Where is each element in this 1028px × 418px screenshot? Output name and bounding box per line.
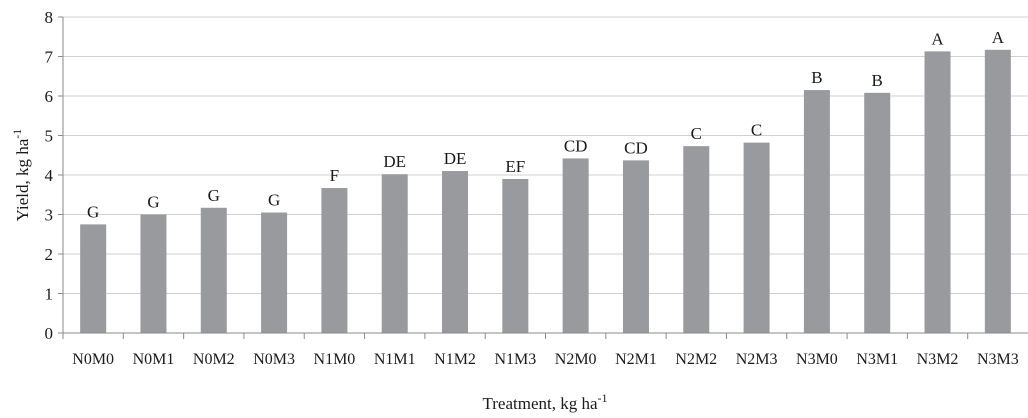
bar-data-label: B — [811, 68, 822, 87]
x-tick-label: N1M2 — [434, 351, 476, 368]
x-tick-label: N2M1 — [615, 351, 657, 368]
y-tick-label: 3 — [45, 206, 54, 225]
bar — [80, 224, 107, 333]
bar — [261, 212, 288, 333]
x-tick-label: N1M0 — [314, 351, 356, 368]
bar-data-label: EF — [505, 157, 525, 176]
bar-data-label: A — [931, 29, 944, 48]
bar — [984, 49, 1011, 333]
bar — [381, 174, 408, 333]
bar — [442, 171, 469, 333]
bar-data-label: F — [330, 166, 339, 185]
bar-data-label: G — [268, 191, 280, 210]
bar — [803, 90, 830, 333]
bar-data-label: C — [691, 124, 702, 143]
x-axis-title: Treatment, kg ha-1 — [482, 391, 607, 413]
x-tick-label: N3M3 — [977, 351, 1019, 368]
bar-data-label: G — [208, 186, 220, 205]
bar-data-label: G — [87, 202, 99, 221]
bar-significance-labels: G G G G F DE DE EF CD CD C C B B A A — [87, 28, 1005, 222]
y-axis-title-text: Yield, kg ha — [13, 138, 32, 221]
x-tick-label: N2M3 — [736, 351, 778, 368]
x-tick-label: N1M1 — [374, 351, 416, 368]
bar — [683, 146, 710, 333]
bar — [321, 188, 348, 333]
bar — [864, 92, 891, 333]
y-tick-label: 0 — [45, 324, 54, 343]
bar-data-label: B — [872, 71, 883, 90]
bar-data-label: CD — [624, 138, 648, 157]
y-tick-label: 2 — [45, 245, 54, 264]
x-tick-label: N2M0 — [555, 351, 597, 368]
x-tick-label: N3M2 — [917, 351, 959, 368]
bar — [924, 51, 951, 334]
y-axis-title: Yield, kg ha-1 — [10, 129, 32, 222]
y-tick-label: 5 — [45, 127, 54, 146]
x-tick-label: N2M2 — [675, 351, 717, 368]
bar-data-label: C — [751, 121, 762, 140]
x-axis-title-text: Treatment, kg ha — [482, 394, 598, 413]
x-axis-title-superscript: -1 — [598, 391, 608, 405]
bar — [562, 158, 589, 333]
y-tick-label: 4 — [45, 166, 54, 185]
x-tick-label: N0M3 — [253, 351, 295, 368]
bar-data-label: A — [992, 28, 1005, 47]
bar — [200, 207, 227, 333]
tick-labels: 0 1 2 3 4 5 6 7 8 N0M0 N0M1 N0M2 N0M3 N1M0 N1M1 N1M2 N1M… — [45, 8, 1019, 368]
x-tick-label: N1M3 — [494, 351, 536, 368]
x-tick-label: N0M0 — [72, 351, 114, 368]
bar — [502, 178, 529, 333]
y-tick-label: 1 — [45, 285, 54, 304]
x-tick-label: N3M1 — [856, 351, 898, 368]
bar — [743, 142, 770, 333]
bars — [80, 49, 1011, 334]
x-tick-label: N3M0 — [796, 351, 838, 368]
bar-data-label: CD — [564, 136, 588, 155]
bar — [622, 160, 649, 333]
y-tick-label: 7 — [45, 48, 54, 67]
y-tick-label: 8 — [45, 8, 54, 27]
bar-data-label: DE — [444, 149, 467, 168]
bar — [140, 214, 167, 333]
y-tick-label: 6 — [45, 87, 54, 106]
x-tick-label: N0M1 — [133, 351, 175, 368]
bar-data-label: G — [147, 193, 159, 212]
x-tick-label: N0M2 — [193, 351, 235, 368]
bar-data-label: DE — [383, 152, 406, 171]
axes — [58, 16, 1028, 339]
y-axis-title-superscript: -1 — [10, 129, 24, 139]
